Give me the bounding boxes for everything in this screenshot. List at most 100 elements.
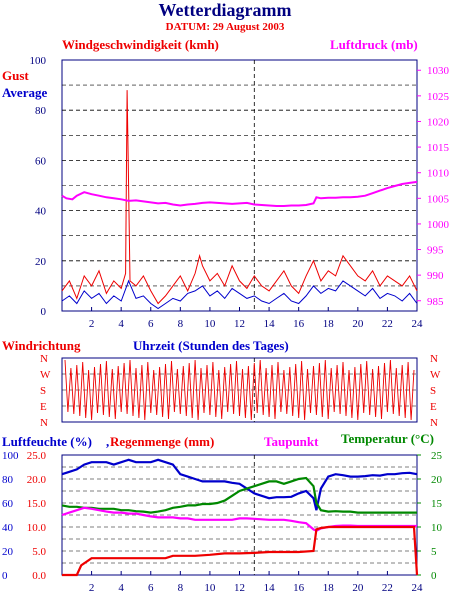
pressure-tick-label: 995 — [427, 245, 444, 257]
title-separator: , — [106, 434, 109, 449]
hour-tick-label: 6 — [148, 582, 154, 594]
page-title: Wetterdiagramm — [159, 0, 292, 20]
rain-tick-label: 15.0 — [27, 498, 47, 510]
pressure-title: Luftdruck (mb) — [330, 37, 418, 52]
series-line-windrichtung — [64, 359, 415, 421]
series-line-regenmenge — [62, 525, 419, 577]
hour-tick-label: 4 — [118, 582, 124, 594]
direction-label-left: E — [40, 401, 47, 413]
humidity-tick-label: 60 — [2, 498, 14, 510]
wind-speed-tick-label: 60 — [35, 155, 47, 167]
wind-speed-title: Windgeschwindigkeit (kmh) — [62, 37, 219, 52]
wind-speed-axis: 0 20 40 60 80 100 — [30, 55, 47, 318]
direction-label-right: S — [430, 385, 436, 397]
humidity-tick-label: 40 — [2, 522, 14, 534]
humidity-title: Luftfeuchte (%) — [2, 434, 92, 449]
hour-tick-label: 2 — [89, 318, 95, 330]
temperature-title: Temperatur (°C) — [341, 431, 434, 446]
temperature-tick-label: 15 — [431, 498, 443, 510]
hour-tick-label: 4 — [118, 318, 124, 330]
temperature-title-text: Temperatur ( — [341, 431, 415, 446]
wind-direction-axis: N NW WS SE EN N — [40, 353, 441, 429]
direction-label-right: W — [430, 369, 441, 381]
hour-tick-label: 20 — [352, 582, 364, 594]
wind-direction-title: Windrichtung — [2, 338, 81, 353]
temperature-axis: 0 5 10 15 20 25 — [417, 450, 443, 582]
rain-title: Regenmenge (mm) — [110, 434, 214, 449]
pressure-tick-label: 1005 — [427, 193, 450, 205]
wind-speed-tick-label: 0 — [41, 306, 47, 318]
wind-direction-series — [64, 359, 415, 421]
series-line-luftdruck — [61, 180, 418, 207]
wind-pressure-grid — [62, 60, 417, 311]
hour-tick-label: 8 — [178, 318, 184, 330]
series-line-temperatur — [61, 476, 417, 514]
temperature-unit: °C) — [415, 431, 434, 446]
pressure-tick-label: 1000 — [427, 219, 450, 231]
rain-tick-label: 25.0 — [27, 450, 47, 462]
hour-tick-label: 12 — [234, 318, 245, 330]
direction-label-left: W — [40, 369, 51, 381]
hour-tick-label: 10 — [204, 582, 216, 594]
hour-tick-label: 20 — [352, 318, 364, 330]
hour-axis-bottom: 2 4 6 8 10 12 14 16 18 20 22 24 — [89, 571, 423, 594]
humidity-tick-label: 80 — [2, 474, 14, 486]
wind-speed-tick-label: 80 — [35, 105, 47, 117]
hour-tick-label: 10 — [204, 318, 216, 330]
dewpoint-title: Taupunkt — [264, 434, 319, 449]
humidity-temp-grid — [62, 455, 417, 575]
hour-tick-label: 2 — [89, 582, 95, 594]
hour-tick-label: 16 — [293, 582, 305, 594]
hour-tick-label: 22 — [382, 582, 393, 594]
direction-label-left: S — [40, 385, 46, 397]
rain-tick-label: 0.0 — [32, 570, 46, 582]
series-line-luftfeuchte — [61, 458, 418, 511]
hour-tick-label: 24 — [412, 582, 424, 594]
direction-label-left: N — [40, 417, 48, 429]
temperature-tick-label: 0 — [431, 570, 437, 582]
direction-label-right: N — [430, 417, 438, 429]
direction-label-left: N — [40, 353, 48, 365]
hour-tick-label: 14 — [264, 582, 276, 594]
pressure-tick-label: 985 — [427, 296, 444, 308]
humidity-tick-label: 100 — [2, 450, 19, 462]
temperature-tick-label: 25 — [431, 450, 443, 462]
humidity-axis: 0 20 40 60 80 100 — [2, 450, 19, 582]
hour-tick-label: 14 — [264, 318, 276, 330]
hour-tick-label: 16 — [293, 318, 305, 330]
pressure-tick-label: 1010 — [427, 168, 450, 180]
wind-speed-tick-label: 100 — [30, 55, 47, 67]
wind-speed-tick-label: 40 — [35, 206, 47, 218]
temperature-tick-label: 5 — [431, 546, 437, 558]
rain-tick-label: 10.0 — [27, 522, 47, 534]
pressure-axis: 985 990 995 1000 1005 1010 1015 1020 1025 1030 — [417, 65, 450, 308]
date-label: DATUM: 29 August 2003 — [166, 21, 285, 33]
rain-tick-label: 5.0 — [32, 546, 46, 558]
hour-tick-label: 6 — [148, 318, 154, 330]
humidity-tick-label: 0 — [2, 570, 8, 582]
pressure-tick-label: 1030 — [427, 65, 450, 77]
hour-tick-label: 8 — [178, 582, 184, 594]
hour-axis-top: 2 4 6 8 10 12 14 16 18 20 22 24 — [89, 307, 423, 330]
direction-label-right: E — [430, 401, 437, 413]
temperature-tick-label: 20 — [431, 474, 443, 486]
gust-legend: Gust — [2, 68, 29, 83]
series-line-average — [61, 279, 418, 310]
humidity-temp-series — [61, 458, 419, 577]
pressure-tick-label: 1015 — [427, 142, 450, 154]
time-axis-title: Uhrzeit (Stunden des Tages) — [133, 338, 289, 353]
temperature-tick-label: 10 — [431, 522, 443, 534]
hour-tick-label: 18 — [323, 582, 335, 594]
rain-axis: 0.0 5.0 10.0 15.0 20.0 25.0 — [27, 450, 47, 582]
hour-tick-label: 18 — [323, 318, 335, 330]
hour-tick-label: 12 — [234, 582, 245, 594]
average-legend: Average — [2, 85, 47, 100]
hour-tick-label: 24 — [412, 318, 424, 330]
humidity-tick-label: 20 — [2, 546, 14, 558]
hour-tick-label: 22 — [382, 318, 393, 330]
pressure-tick-label: 1020 — [427, 116, 450, 128]
pressure-tick-label: 1025 — [427, 91, 450, 103]
rain-tick-label: 20.0 — [27, 474, 47, 486]
wind-speed-tick-label: 20 — [35, 256, 47, 268]
